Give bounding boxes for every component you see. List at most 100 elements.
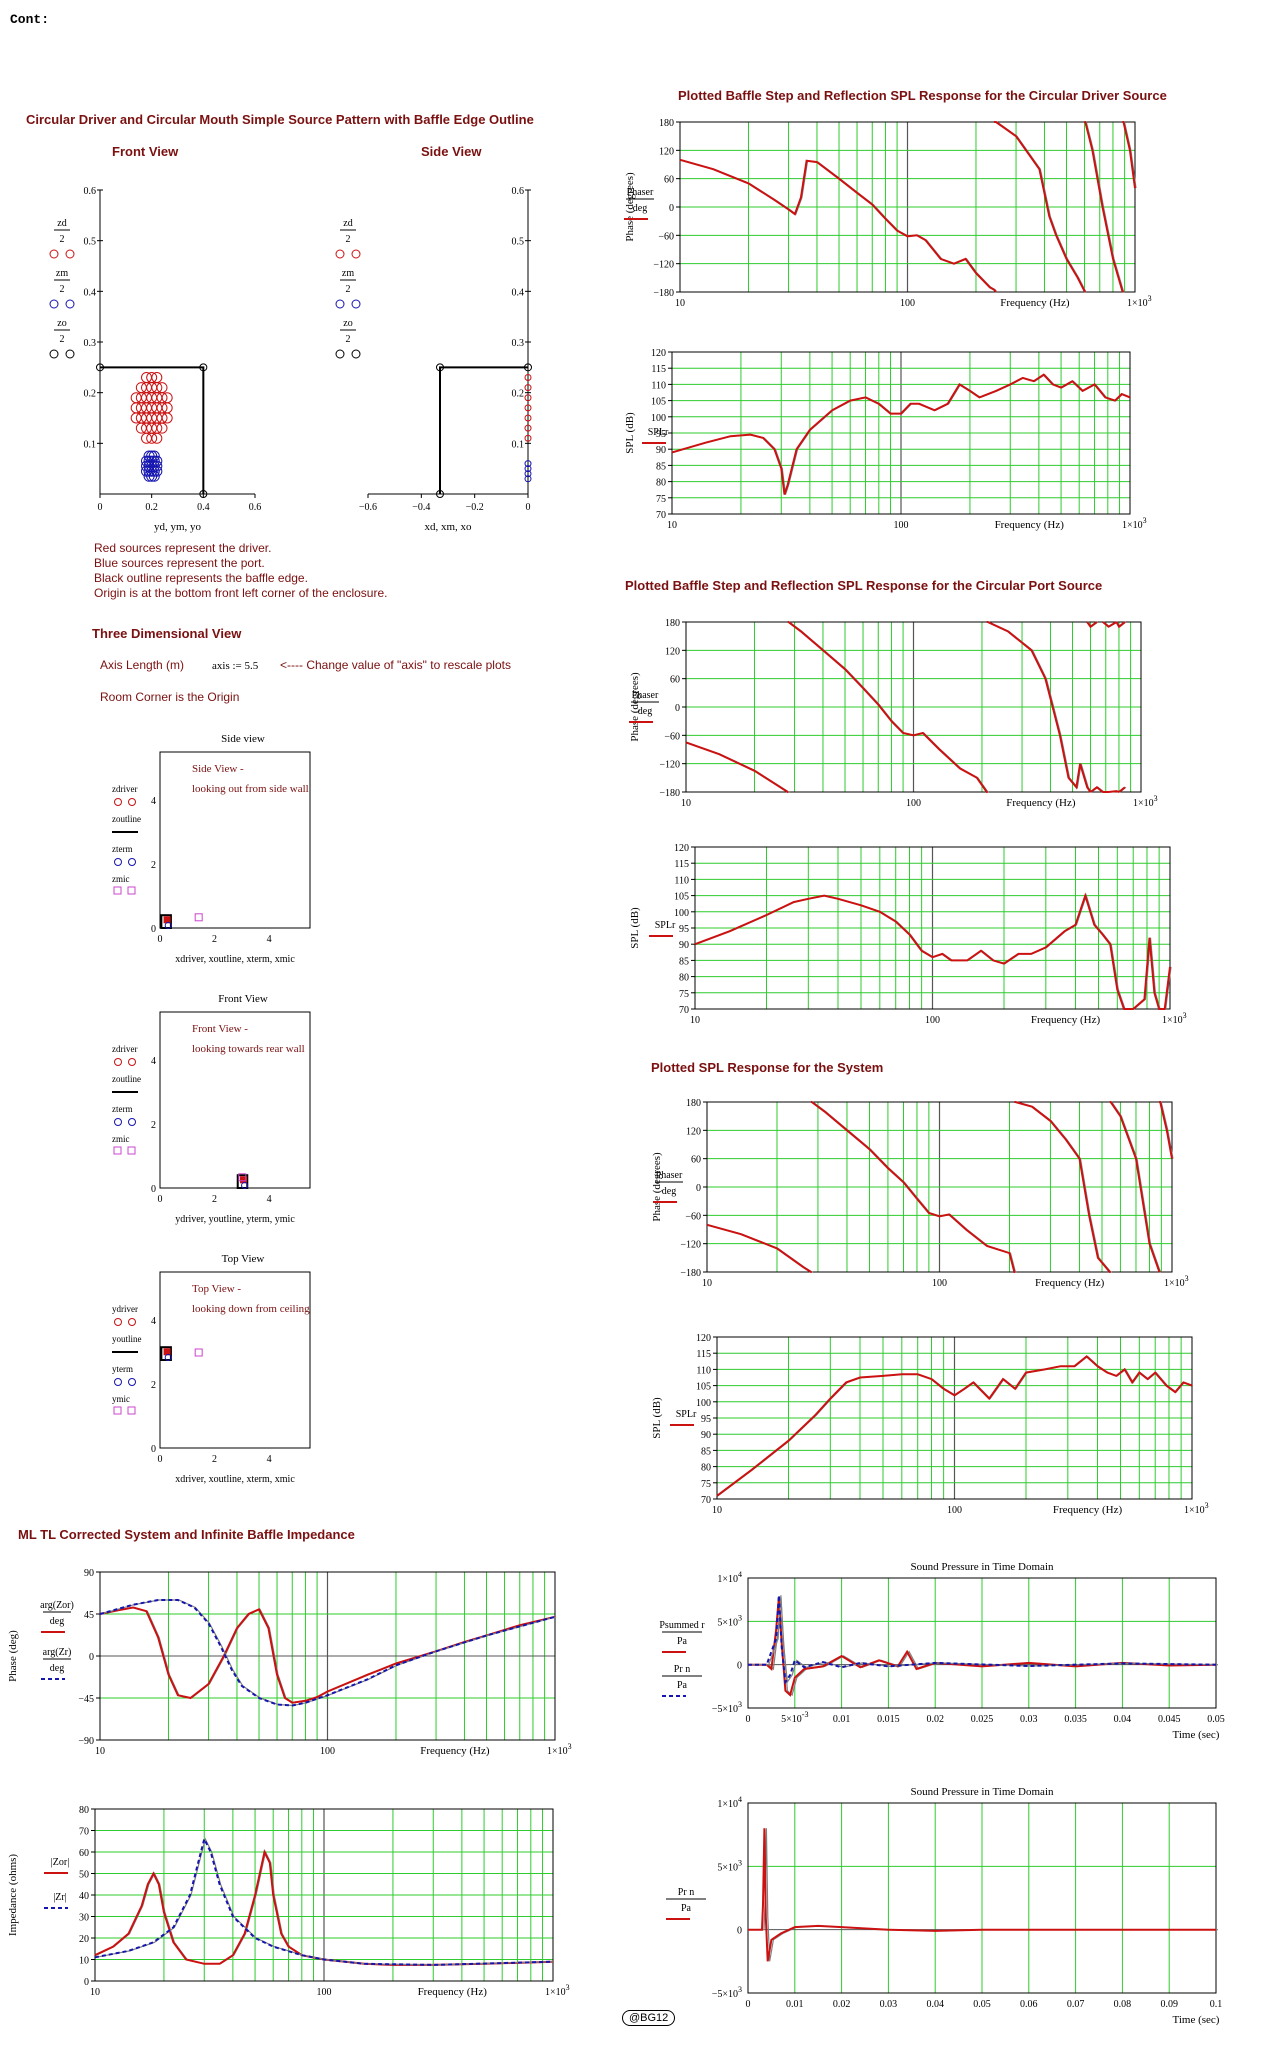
legend-marker [351, 299, 361, 309]
series-line [1159, 1101, 1173, 1159]
y-tick-label: 0 [669, 203, 674, 214]
driver-marker [163, 1348, 171, 1356]
legend-marker [127, 1406, 136, 1415]
series-line [685, 741, 789, 793]
plot-frame [99, 1571, 556, 1741]
port-marker [164, 1353, 172, 1361]
legend-label-denom: deg [50, 1616, 64, 1627]
x-tick-label: 0 [158, 1194, 163, 1205]
y-tick-label: −180 [680, 1268, 701, 1279]
x-tick-label: 0.09 [1160, 1999, 1178, 2010]
legend-label: zoutline [112, 814, 141, 824]
x-axis-label: Frequency (Hz) [1000, 297, 1070, 309]
legend-label: Pr n [674, 1664, 690, 1675]
port-source [151, 460, 163, 472]
x-axis-label: Time (sec) [1173, 1729, 1220, 1741]
series-line [1086, 621, 1098, 629]
series-line [986, 621, 1092, 793]
x-tick-label: 2 [212, 1454, 217, 1465]
y-tick-label: 105 [696, 1382, 711, 1393]
room-corner-label: Room Corner is the Origin [100, 690, 240, 704]
series-line [1108, 790, 1120, 793]
legend-label: |Zor| [51, 1857, 69, 1868]
legend-marker [335, 249, 345, 259]
legend-marker [65, 249, 75, 259]
x-axis-label: Time (sec) [1173, 2014, 1220, 2026]
cont-label: Cont: [10, 12, 50, 27]
y-tick-label: 85 [656, 461, 666, 472]
outline-marker [436, 490, 444, 498]
side-view-pattern-chart: 0.1 0.2 0.3 0.4 0.5 0.6 −0.6 −0.4 −0.2 0 xd, xm, x… [335, 186, 532, 533]
x-tick-label: 10 [690, 1015, 700, 1026]
x-tick-label: −0.2 [466, 502, 484, 513]
legend-marker [49, 249, 59, 259]
x-tick-label: 0.015 [877, 1714, 900, 1725]
x-tick-label: 1×103 [1127, 294, 1152, 309]
x-tick-label: 0.07 [1067, 1999, 1085, 2010]
y-axis-label: Impedance (ohms) [7, 1854, 19, 1936]
x-tick-label: 0 [98, 502, 103, 513]
y-tick-label: −90 [78, 1736, 94, 1747]
annotation-line-1: Front View - [192, 1023, 248, 1035]
y-tick-label: 110 [696, 1365, 711, 1376]
chart-title: Sound Pressure in Time Domain [910, 1786, 1054, 1798]
mic-marker [238, 1173, 247, 1182]
legend-marker [114, 798, 122, 806]
legend-label: ydriver [112, 1304, 138, 1314]
legend-marker [114, 1318, 122, 1326]
y-tick-label: 70 [79, 1827, 89, 1838]
time-domain-port-chart: Sound Pressure in Time Domain 1×104 5×103 0… [666, 1786, 1222, 2026]
x-tick-label: 100 [925, 1015, 940, 1026]
x-tick-label: 10 [90, 1987, 100, 1998]
y-tick-label: 100 [696, 1398, 711, 1409]
plot-frame [671, 351, 1131, 515]
y-tick-label: 115 [651, 364, 666, 375]
x-tick-label: 2 [212, 934, 217, 945]
axis-hint: <---- Change value of "axis" to rescale … [280, 658, 511, 672]
y-tick-label: 0.4 [84, 287, 97, 298]
legend-label-denom: 2 [346, 284, 351, 295]
x-tick-label: 100 [894, 520, 909, 531]
port-title: Plotted Baffle Step and Reflection SPL R… [625, 578, 1103, 593]
legend-marker [65, 299, 75, 309]
x-tick-label: 10 [95, 1746, 105, 1757]
x-tick-label: 0.04 [926, 1999, 944, 2010]
x-tick-label: 0.2 [145, 502, 158, 513]
driver-source [524, 373, 532, 381]
y-tick-label: 85 [701, 1446, 711, 1457]
x-tick-label: 0.01 [786, 1999, 804, 2010]
series-line [1109, 1101, 1161, 1273]
y-tick-label: 95 [656, 429, 666, 440]
y-tick-label: 100 [674, 908, 689, 919]
port-marker [164, 921, 172, 929]
legend-label: arg(Zor) [40, 1600, 74, 1611]
legend-label: zterm [112, 844, 133, 854]
x-tick-label: 1×103 [545, 1983, 570, 1998]
x-tick-label: −0.6 [359, 502, 377, 513]
x-tick-label: 0.025 [971, 1714, 994, 1725]
series-line [716, 1355, 1193, 1497]
x-tick-label: 0.06 [1020, 1999, 1038, 2010]
y-tick-label: 1×104 [717, 1570, 742, 1585]
series-line [1115, 621, 1126, 629]
legend-marker [128, 858, 136, 866]
legend-label-denom: Pa [681, 1903, 692, 1914]
legend-marker [114, 1378, 122, 1386]
x-tick-label: 4 [267, 934, 272, 945]
mic-marker [194, 1348, 203, 1357]
x-tick-label: 10 [702, 1278, 712, 1289]
legend-label: zd [57, 218, 66, 229]
x-tick-label: 0.02 [926, 1714, 944, 1725]
y-tick-label: 85 [679, 956, 689, 967]
note-origin: Origin is at the bottom front left corne… [94, 586, 388, 600]
legend-marker [335, 349, 345, 359]
legend-label: Phaser [656, 1170, 683, 1181]
driver-source [524, 404, 532, 412]
y-tick-label: 5×103 [717, 1613, 742, 1628]
x-tick-label: 2 [212, 1194, 217, 1205]
axis-assign[interactable]: axis := 5.5 [212, 660, 259, 672]
series-line [706, 1223, 812, 1273]
